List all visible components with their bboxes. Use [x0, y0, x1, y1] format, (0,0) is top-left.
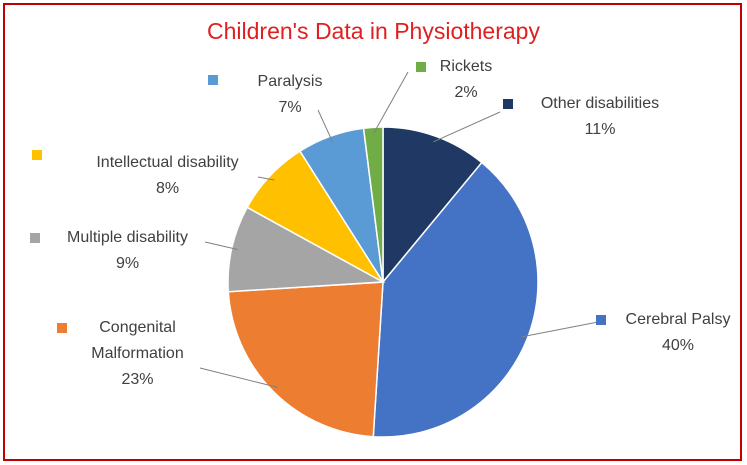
data-label: Other disabilities 11%	[520, 91, 680, 143]
data-label: Rickets 2%	[435, 54, 497, 106]
leader-line	[199, 367, 278, 388]
pie-slice	[382, 126, 483, 285]
label-value: 9%	[115, 255, 140, 272]
leader-line	[257, 176, 275, 181]
legend-swatch	[208, 75, 218, 85]
legend-swatch	[30, 233, 40, 243]
data-label: Intellectual disability 8%	[70, 150, 265, 202]
pie-slice	[227, 281, 384, 438]
label-name: Paralysis	[257, 73, 323, 90]
pie-slice	[372, 161, 539, 438]
label-value: 23%	[121, 371, 154, 388]
data-label: Multiple disability 9%	[45, 225, 210, 277]
legend-swatch	[57, 323, 67, 333]
label-name: Cerebral Palsy	[625, 311, 731, 328]
leader-line	[204, 241, 238, 250]
label-value: 11%	[584, 121, 616, 138]
leader-line	[521, 321, 599, 338]
label-value: 8%	[155, 180, 180, 197]
pie-slice	[362, 126, 384, 283]
label-name: Other disabilities	[540, 95, 660, 112]
chart-frame	[3, 3, 742, 461]
label-value: 40%	[661, 337, 695, 354]
leader-line	[373, 71, 409, 134]
data-label: Cerebral Palsy 40%	[608, 307, 747, 359]
label-name: Intellectual disability	[96, 154, 239, 171]
label-value: 7%	[278, 99, 302, 116]
label-name: Congenital Malformation	[91, 319, 184, 362]
data-label: Congenital Malformation 23%	[70, 315, 205, 393]
label-value: 2%	[454, 84, 478, 101]
leader-line	[317, 109, 333, 143]
legend-swatch	[596, 315, 606, 325]
label-name: Rickets	[439, 58, 493, 75]
data-label: Paralysis 7%	[240, 69, 340, 121]
leader-line	[433, 111, 501, 143]
label-name: Multiple disability	[67, 229, 188, 246]
legend-swatch	[416, 62, 426, 72]
legend-swatch	[32, 150, 42, 160]
chart-title: Children's Data in Physiotherapy	[207, 18, 540, 44]
legend-swatch	[503, 99, 513, 109]
